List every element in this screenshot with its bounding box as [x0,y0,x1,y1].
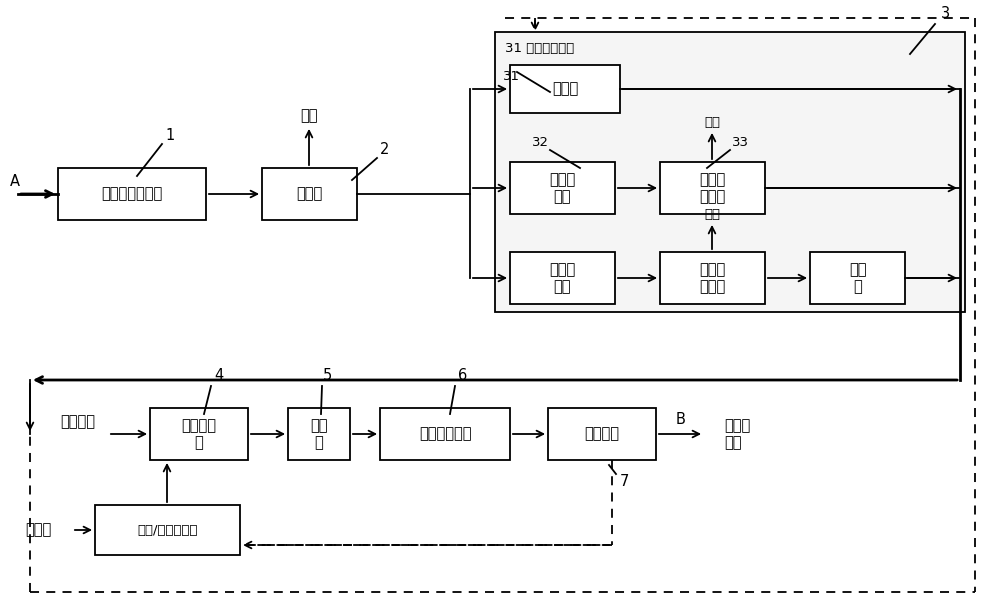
Text: 油脂: 油脂 [704,116,720,128]
Text: 糖化罐: 糖化罐 [552,81,578,97]
Bar [288,408,350,460]
Text: 杂质: 杂质 [300,108,318,123]
Text: 超高压挤压设备: 超高压挤压设备 [101,187,163,201]
Text: 有机浆料: 有机浆料 [60,415,95,429]
Text: B: B [676,412,686,427]
Text: 分离提纯装置: 分离提纯装置 [419,426,471,441]
Bar [262,168,357,220]
Bar [58,168,206,220]
Text: 31: 31 [503,69,520,83]
Text: 31 中间处理单元: 31 中间处理单元 [505,41,574,55]
Text: 高温蒸
煮罐: 高温蒸 煮罐 [549,262,576,294]
Bar [510,162,615,214]
Text: 离心分
离设备: 离心分 离设备 [699,262,726,294]
Text: 6: 6 [458,368,468,384]
Text: 定向发酵
罐: 定向发酵 罐 [182,418,216,450]
Text: 7: 7 [619,474,629,489]
Bar [495,32,965,312]
Text: 1: 1 [165,128,175,143]
Text: 生物质
碳源: 生物质 碳源 [724,418,750,450]
Bar [95,505,240,555]
Text: 4: 4 [214,368,224,384]
Bar [150,408,248,460]
Text: 2: 2 [380,142,390,157]
Text: 油脂: 油脂 [704,207,720,221]
Text: 33: 33 [732,136,748,148]
Text: 糖化
罐: 糖化 罐 [849,262,866,294]
Bar [548,408,656,460]
Text: 除杂机: 除杂机 [296,187,323,201]
Bar [660,252,765,304]
Bar [380,408,510,460]
Text: 高温蒸
煮罐: 高温蒸 煮罐 [549,172,576,204]
Text: 离心分
离设备: 离心分 离设备 [699,172,726,204]
Text: 水解/糖化用制剂: 水解/糖化用制剂 [137,523,198,536]
Text: 暂存
罐: 暂存 罐 [310,418,328,450]
Text: 3: 3 [940,7,950,21]
Bar [510,252,615,304]
Text: 复配装置: 复配装置 [584,426,620,441]
Text: 5: 5 [322,368,332,384]
Bar [810,252,905,304]
Text: 外加酶: 外加酶 [25,522,51,537]
Text: 32: 32 [532,136,548,148]
Bar [510,65,620,113]
Bar [660,162,765,214]
Text: A: A [10,174,20,190]
